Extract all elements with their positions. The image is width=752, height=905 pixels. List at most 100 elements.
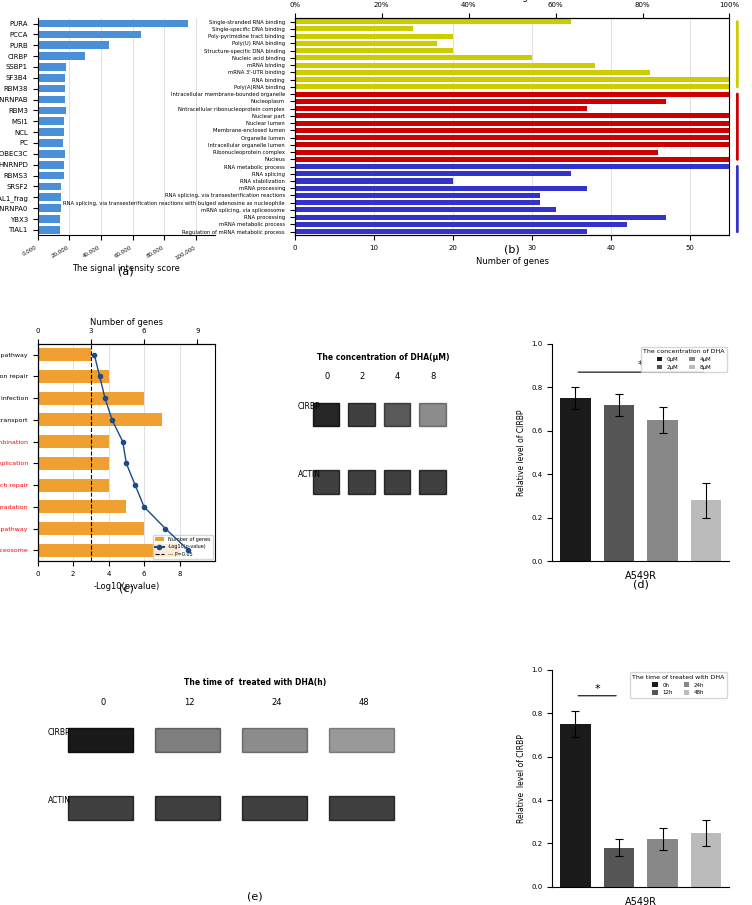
Bar bbox=[295, 41, 437, 46]
Text: (e): (e) bbox=[247, 892, 262, 902]
X-axis label: Number of genes: Number of genes bbox=[89, 319, 162, 328]
Bar bbox=[38, 544, 180, 557]
Bar bbox=[242, 729, 307, 752]
Legend: Number of genes, -Log10(p-value), --- P=0.05: Number of genes, -Log10(p-value), --- P=… bbox=[153, 535, 213, 558]
Text: 0: 0 bbox=[100, 698, 105, 707]
Bar bbox=[38, 31, 141, 38]
Text: (b): (b) bbox=[505, 244, 520, 254]
Bar bbox=[295, 157, 752, 162]
Bar bbox=[295, 207, 556, 213]
Bar bbox=[38, 107, 66, 114]
Bar bbox=[295, 113, 752, 119]
Bar bbox=[155, 729, 220, 752]
X-axis label: Percent of genes: Percent of genes bbox=[477, 0, 547, 2]
Text: CIRBP: CIRBP bbox=[298, 403, 320, 412]
Text: The concentration of DHA(μM): The concentration of DHA(μM) bbox=[317, 353, 450, 362]
Bar bbox=[419, 470, 446, 494]
Bar bbox=[295, 106, 587, 111]
Bar bbox=[295, 128, 752, 133]
Bar bbox=[329, 729, 394, 752]
Bar bbox=[295, 193, 540, 198]
Bar bbox=[38, 161, 64, 168]
Bar bbox=[348, 403, 374, 426]
Bar bbox=[38, 85, 65, 92]
Bar bbox=[38, 52, 85, 60]
Bar bbox=[295, 171, 572, 176]
Bar bbox=[295, 33, 453, 39]
Bar bbox=[295, 222, 626, 227]
Text: 48: 48 bbox=[358, 698, 369, 707]
Bar bbox=[348, 470, 374, 494]
Bar bbox=[295, 120, 752, 126]
Bar bbox=[419, 403, 446, 426]
Bar bbox=[295, 135, 752, 140]
Text: 0: 0 bbox=[324, 372, 329, 381]
Legend: 0h, 12h, 24h, 48h: 0h, 12h, 24h, 48h bbox=[630, 672, 726, 698]
Text: 8: 8 bbox=[430, 372, 436, 381]
Text: 24: 24 bbox=[271, 698, 282, 707]
Bar bbox=[560, 398, 590, 561]
Bar bbox=[38, 96, 65, 103]
Bar bbox=[38, 42, 109, 49]
Bar bbox=[38, 435, 108, 448]
Bar bbox=[295, 55, 532, 61]
Bar bbox=[38, 139, 63, 147]
Bar bbox=[242, 795, 307, 820]
X-axis label: The signal intensity score: The signal intensity score bbox=[72, 263, 180, 272]
Bar bbox=[295, 84, 752, 90]
Text: CIRBP: CIRBP bbox=[48, 729, 71, 738]
Bar bbox=[38, 500, 126, 513]
Bar bbox=[295, 70, 650, 75]
Bar bbox=[38, 74, 65, 81]
Bar bbox=[38, 183, 62, 190]
Bar bbox=[604, 848, 634, 887]
Bar bbox=[295, 229, 587, 234]
Bar bbox=[560, 724, 590, 887]
Bar bbox=[38, 392, 144, 405]
Bar bbox=[691, 833, 721, 887]
Bar bbox=[295, 178, 453, 184]
Bar bbox=[647, 839, 678, 887]
Bar bbox=[313, 470, 339, 494]
Text: ACTIN: ACTIN bbox=[298, 470, 320, 479]
Text: 2: 2 bbox=[359, 372, 365, 381]
Bar bbox=[68, 795, 133, 820]
Bar bbox=[38, 172, 64, 179]
Bar bbox=[295, 91, 752, 97]
Bar bbox=[384, 403, 410, 426]
Text: 4: 4 bbox=[395, 372, 400, 381]
Bar bbox=[38, 226, 59, 233]
Bar bbox=[38, 194, 61, 201]
Bar bbox=[38, 457, 108, 470]
Bar bbox=[329, 795, 394, 820]
Y-axis label: Relative level of CIRBP: Relative level of CIRBP bbox=[517, 409, 526, 496]
Text: *: * bbox=[638, 360, 644, 370]
Text: 12: 12 bbox=[184, 698, 195, 707]
Bar bbox=[38, 129, 64, 136]
Bar bbox=[295, 142, 752, 148]
Bar bbox=[38, 479, 108, 491]
Bar bbox=[295, 149, 658, 155]
Bar bbox=[38, 205, 61, 212]
Bar bbox=[295, 26, 414, 32]
Bar bbox=[295, 214, 666, 220]
Bar bbox=[38, 63, 66, 71]
Bar bbox=[604, 405, 634, 561]
Bar bbox=[295, 99, 666, 104]
Bar bbox=[38, 414, 162, 426]
Bar bbox=[691, 500, 721, 561]
X-axis label: -Log10(p-value): -Log10(p-value) bbox=[93, 583, 159, 591]
Bar bbox=[384, 470, 410, 494]
Y-axis label: Relative  level of CIRBP: Relative level of CIRBP bbox=[517, 734, 526, 823]
Text: (c): (c) bbox=[119, 584, 134, 594]
Bar bbox=[313, 403, 339, 426]
Bar bbox=[38, 348, 91, 361]
Bar bbox=[647, 420, 678, 561]
Bar bbox=[295, 186, 587, 191]
Text: (d): (d) bbox=[632, 579, 649, 589]
Bar bbox=[155, 795, 220, 820]
Text: *: * bbox=[594, 683, 600, 693]
Bar bbox=[38, 150, 65, 157]
Text: The time of  treated with DHA(h): The time of treated with DHA(h) bbox=[183, 679, 326, 688]
Bar bbox=[38, 215, 59, 223]
